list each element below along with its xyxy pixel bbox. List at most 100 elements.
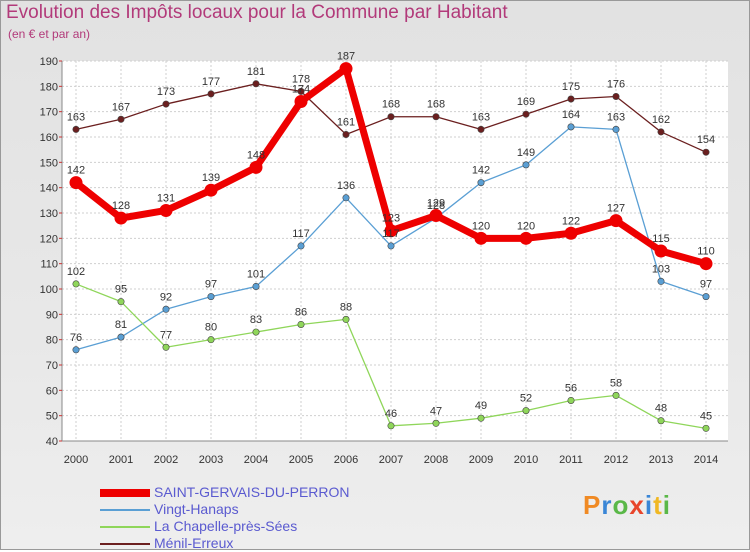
data-label-m-nil-erreux: 169: [517, 96, 535, 108]
data-label-vingt-hanaps: 142: [472, 165, 490, 177]
data-label-vingt-hanaps: 117: [292, 228, 310, 240]
data-point-vingt-hanaps: [207, 293, 215, 301]
data-label-la-chapelle-pr-s-s-es: 88: [340, 301, 352, 313]
data-point-saint-gervais-du-perron: [204, 183, 218, 197]
data-label-vingt-hanaps: 76: [70, 332, 82, 344]
y-tick-label: 170: [40, 107, 58, 119]
data-label-m-nil-erreux: 175: [562, 81, 580, 93]
data-point-vingt-hanaps: [297, 242, 305, 250]
axes: 40 50 60 70 80 90 100 110 120 130 140 150 160 170 180 1…: [40, 56, 728, 466]
data-point-vingt-hanaps: [72, 346, 80, 354]
y-tick-label: 190: [40, 56, 58, 68]
data-point-la-chapelle-pr-s-s-es: [162, 343, 170, 351]
logo-letter: x: [629, 490, 645, 520]
data-label-saint-gervais-du-perron: 187: [337, 51, 355, 63]
y-tick-label: 40: [46, 436, 58, 448]
data-point-la-chapelle-pr-s-s-es: [252, 328, 260, 336]
data-point-la-chapelle-pr-s-s-es: [117, 298, 125, 306]
data-point-m-nil-erreux: [387, 113, 395, 121]
data-point-la-chapelle-pr-s-s-es: [342, 315, 350, 323]
data-label-m-nil-erreux: 168: [427, 99, 445, 111]
data-label-m-nil-erreux: 162: [652, 114, 670, 126]
data-point-saint-gervais-du-perron: [339, 62, 353, 76]
data-label-m-nil-erreux: 178: [292, 73, 310, 85]
data-label-vingt-hanaps: 97: [700, 279, 712, 291]
data-label-vingt-hanaps: 92: [160, 291, 172, 303]
logo-letter: r: [601, 490, 613, 520]
data-label-m-nil-erreux: 161: [337, 116, 355, 128]
data-point-vingt-hanaps: [612, 125, 620, 133]
logo-letter: i: [662, 490, 671, 520]
data-point-saint-gervais-du-perron: [384, 224, 398, 238]
data-label-saint-gervais-du-perron: 122: [562, 215, 580, 227]
data-point-m-nil-erreux: [117, 115, 125, 123]
logo-letter: i: [644, 490, 654, 520]
legend-swatch: [100, 509, 150, 511]
legend-swatch: [100, 526, 150, 528]
y-tick-label: 120: [40, 233, 58, 245]
data-label-saint-gervais-du-perron: 139: [202, 172, 220, 184]
data-labels: 163 167 173 177 181 178 161 168 168 163 169 175 176 1…: [67, 51, 715, 423]
data-label-la-chapelle-pr-s-s-es: 46: [385, 408, 397, 420]
y-tick-label: 160: [40, 132, 58, 144]
data-label-la-chapelle-pr-s-s-es: 58: [610, 377, 622, 389]
x-tick-label: 2001: [109, 454, 133, 466]
data-label-la-chapelle-pr-s-s-es: 95: [115, 284, 127, 296]
data-point-la-chapelle-pr-s-s-es: [567, 396, 575, 404]
data-label-m-nil-erreux: 154: [697, 134, 715, 146]
data-point-m-nil-erreux: [477, 125, 485, 133]
data-point-m-nil-erreux: [522, 110, 530, 118]
legend-swatch: [100, 489, 150, 497]
data-point-saint-gervais-du-perron: [564, 226, 578, 240]
x-tick-label: 2006: [334, 454, 358, 466]
data-point-vingt-hanaps: [117, 333, 125, 341]
data-label-la-chapelle-pr-s-s-es: 52: [520, 393, 532, 405]
data-point-vingt-hanaps: [522, 161, 530, 169]
x-tick-label: 2014: [694, 454, 718, 466]
data-point-saint-gervais-du-perron: [699, 257, 713, 271]
x-tick-label: 2011: [559, 454, 583, 466]
data-point-la-chapelle-pr-s-s-es: [657, 417, 665, 425]
data-label-vingt-hanaps: 97: [205, 279, 217, 291]
data-point-la-chapelle-pr-s-s-es: [72, 280, 80, 288]
y-tick-label: 140: [40, 183, 58, 195]
data-point-la-chapelle-pr-s-s-es: [207, 336, 215, 344]
data-point-m-nil-erreux: [702, 148, 710, 156]
data-point-la-chapelle-pr-s-s-es: [387, 422, 395, 430]
x-tick-label: 2004: [244, 454, 268, 466]
data-point-saint-gervais-du-perron: [294, 95, 308, 109]
data-label-vingt-hanaps: 149: [517, 147, 535, 159]
data-label-la-chapelle-pr-s-s-es: 47: [430, 405, 442, 417]
proxiti-logo: Proxiti: [583, 490, 671, 521]
data-label-vingt-hanaps: 103: [652, 263, 670, 275]
data-label-saint-gervais-du-perron: 115: [652, 233, 670, 245]
data-label-vingt-hanaps: 164: [562, 109, 580, 121]
data-label-vingt-hanaps: 128: [427, 200, 445, 212]
chart-subtitle: (en € et par an): [8, 27, 91, 41]
data-point-saint-gervais-du-perron: [429, 209, 443, 223]
data-point-m-nil-erreux: [252, 80, 260, 88]
y-tick-label: 80: [46, 335, 58, 347]
y-tick-label: 100: [40, 284, 58, 296]
data-label-m-nil-erreux: 181: [247, 66, 265, 78]
data-label-la-chapelle-pr-s-s-es: 49: [475, 400, 487, 412]
data-label-saint-gervais-du-perron: 131: [157, 192, 175, 204]
x-tick-label: 2008: [424, 454, 448, 466]
data-point-m-nil-erreux: [72, 125, 80, 133]
legend-label: La Chapelle-près-Sées: [154, 518, 298, 534]
data-point-la-chapelle-pr-s-s-es: [297, 320, 305, 328]
data-label-saint-gervais-du-perron: 174: [292, 84, 310, 96]
series-layer: [69, 62, 713, 432]
x-tick-label: 2003: [199, 454, 223, 466]
y-tick-label: 130: [40, 208, 58, 220]
x-tick-label: 2007: [379, 454, 403, 466]
data-point-la-chapelle-pr-s-s-es: [612, 391, 620, 399]
chart-title: Evolution des Impôts locaux pour la Comm…: [6, 2, 508, 23]
data-label-la-chapelle-pr-s-s-es: 45: [700, 410, 712, 422]
data-label-saint-gervais-du-perron: 123: [382, 213, 400, 225]
data-point-m-nil-erreux: [567, 95, 575, 103]
y-tick-label: 60: [46, 385, 58, 397]
data-point-saint-gervais-du-perron: [654, 244, 668, 258]
data-point-saint-gervais-du-perron: [69, 176, 83, 190]
